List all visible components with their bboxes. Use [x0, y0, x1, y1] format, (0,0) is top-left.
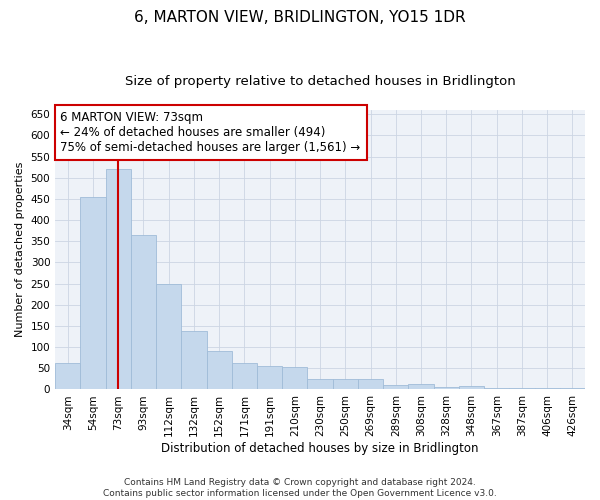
Bar [484, 388, 509, 390]
Title: Size of property relative to detached houses in Bridlington: Size of property relative to detached ho… [125, 75, 515, 88]
Bar [332, 379, 358, 390]
Bar [181, 331, 206, 390]
Bar [434, 387, 459, 390]
Bar [459, 386, 484, 390]
Bar [509, 388, 535, 390]
Bar [232, 363, 257, 390]
Bar [383, 385, 409, 390]
Bar [80, 197, 106, 390]
Bar [156, 284, 181, 390]
Text: 6, MARTON VIEW, BRIDLINGTON, YO15 1DR: 6, MARTON VIEW, BRIDLINGTON, YO15 1DR [134, 10, 466, 25]
Bar [206, 352, 232, 390]
Bar [409, 384, 434, 390]
Bar [307, 379, 332, 390]
Bar [282, 367, 307, 390]
Bar [131, 235, 156, 390]
Bar [106, 170, 131, 390]
Bar [560, 388, 585, 390]
X-axis label: Distribution of detached houses by size in Bridlington: Distribution of detached houses by size … [161, 442, 479, 455]
Text: Contains HM Land Registry data © Crown copyright and database right 2024.
Contai: Contains HM Land Registry data © Crown c… [103, 478, 497, 498]
Bar [535, 388, 560, 390]
Bar [55, 363, 80, 390]
Text: 6 MARTON VIEW: 73sqm
← 24% of detached houses are smaller (494)
75% of semi-deta: 6 MARTON VIEW: 73sqm ← 24% of detached h… [61, 112, 361, 154]
Bar [358, 379, 383, 390]
Bar [257, 366, 282, 390]
Y-axis label: Number of detached properties: Number of detached properties [15, 162, 25, 338]
